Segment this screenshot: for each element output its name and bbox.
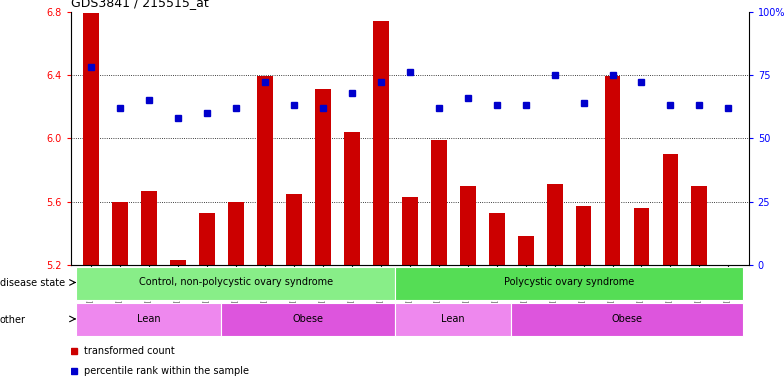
Bar: [401, 197, 418, 265]
Bar: [83, 13, 99, 265]
Text: percentile rank within the sample: percentile rank within the sample: [84, 366, 249, 376]
Text: Lean: Lean: [441, 314, 465, 324]
Bar: [488, 213, 505, 265]
Text: Obese: Obese: [612, 314, 643, 324]
Bar: [662, 154, 678, 265]
Bar: [257, 76, 273, 265]
Bar: [112, 202, 128, 265]
Text: transformed count: transformed count: [84, 346, 175, 356]
Bar: [141, 190, 157, 265]
Bar: [199, 213, 215, 265]
Bar: [430, 140, 447, 265]
Bar: [221, 303, 395, 336]
Text: Polycystic ovary syndrome: Polycystic ovary syndrome: [504, 278, 634, 288]
Bar: [720, 265, 736, 298]
Bar: [76, 267, 395, 300]
Bar: [76, 303, 221, 336]
Text: GDS3841 / 215515_at: GDS3841 / 215515_at: [71, 0, 209, 9]
Bar: [511, 303, 743, 336]
Text: Lean: Lean: [137, 314, 161, 324]
Bar: [633, 208, 649, 265]
Bar: [170, 260, 186, 265]
Bar: [691, 186, 707, 265]
Bar: [546, 184, 562, 265]
Bar: [372, 21, 389, 265]
Bar: [604, 76, 620, 265]
Text: Obese: Obese: [292, 314, 324, 324]
Bar: [285, 194, 302, 265]
Text: disease state: disease state: [0, 278, 65, 288]
Bar: [314, 89, 331, 265]
Bar: [395, 303, 511, 336]
Text: Control, non-polycystic ovary syndrome: Control, non-polycystic ovary syndrome: [139, 278, 333, 288]
Bar: [575, 206, 591, 265]
Text: other: other: [0, 314, 26, 325]
Bar: [343, 132, 360, 265]
Bar: [395, 267, 743, 300]
Bar: [459, 186, 476, 265]
Bar: [517, 237, 534, 265]
Bar: [228, 202, 244, 265]
